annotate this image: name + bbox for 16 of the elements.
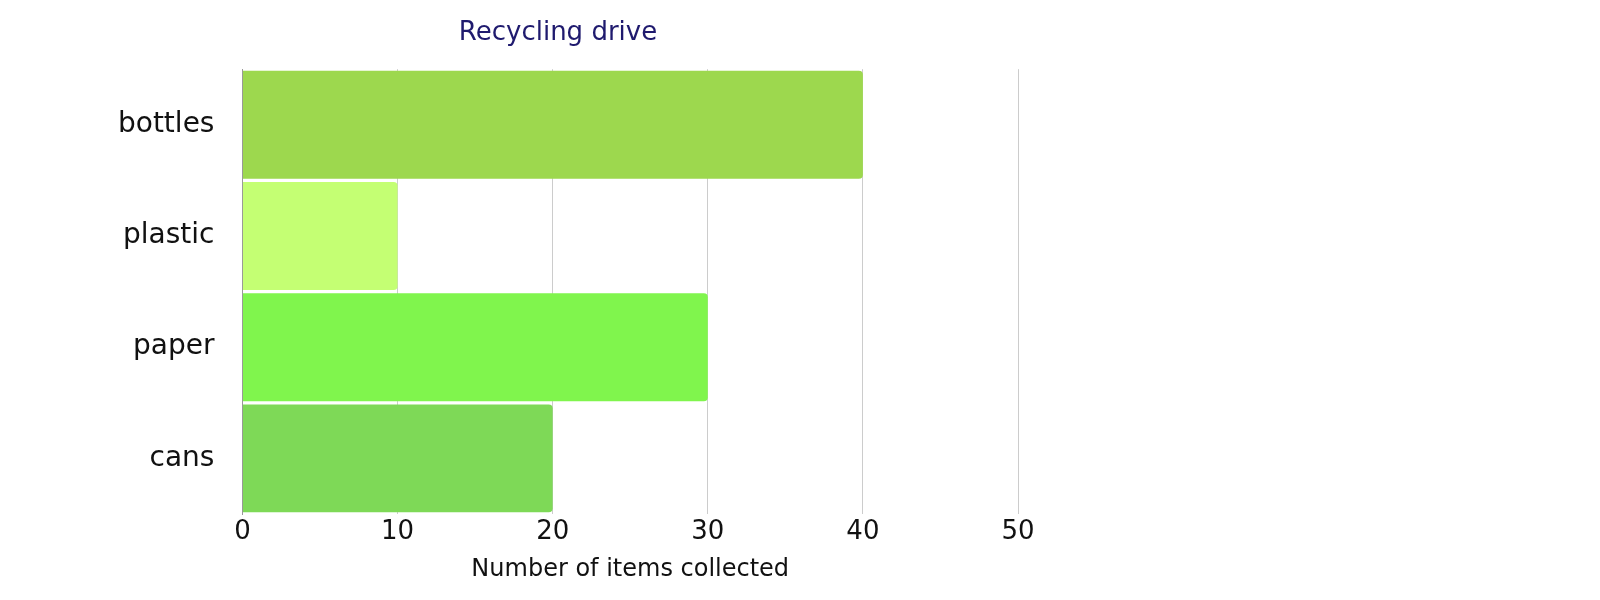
x-tick-label: 20	[536, 515, 570, 546]
x-tick-label: 30	[691, 515, 725, 546]
y-tick-label: paper	[133, 328, 215, 362]
y-tick-label: cans	[149, 439, 215, 473]
chart-title: Recycling drive	[458, 16, 658, 47]
y-tick-label: bottles	[117, 106, 215, 140]
bar	[242, 293, 708, 402]
bar	[242, 182, 398, 290]
x-tick-label: 40	[846, 515, 880, 546]
x-tick-label: 0	[234, 515, 251, 546]
x-tick-label: 50	[1001, 515, 1035, 546]
bar	[242, 404, 553, 513]
y-tick-label: plastic	[123, 217, 215, 251]
bar	[242, 70, 863, 179]
x-axis-title: Number of items collected	[471, 553, 790, 582]
x-tick-label: 10	[381, 515, 415, 546]
